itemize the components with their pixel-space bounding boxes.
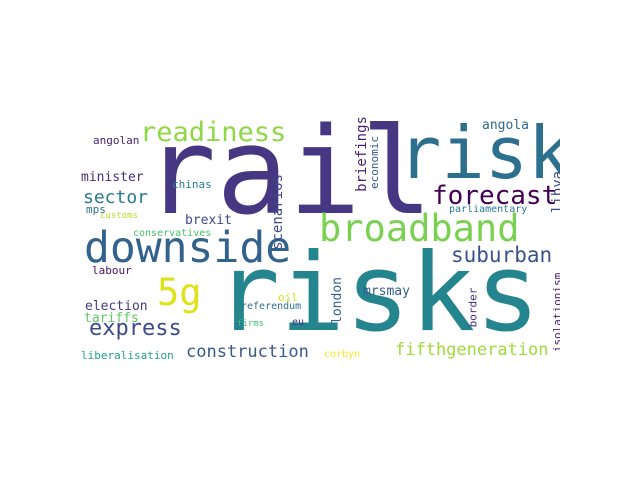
word-risks: risks — [215, 231, 541, 356]
word-downside: downside — [84, 223, 292, 273]
word-corbyn: corbyn — [324, 349, 361, 360]
word-parliamentary: parliamentary — [449, 204, 528, 215]
word-risk: risk — [398, 117, 560, 195]
word-suburban: suburban — [451, 243, 553, 267]
word-isolationism: isolationism — [551, 272, 560, 353]
word-scenarios: scenarios — [269, 174, 286, 250]
word-construction: construction — [186, 342, 309, 362]
word-fifthgeneration: fifthgeneration — [395, 340, 549, 360]
word-mrsmay: mrsmay — [363, 284, 410, 299]
word-london: london — [329, 277, 345, 324]
word-rail: rail — [144, 117, 433, 242]
word-liberalisation: liberalisation — [81, 349, 174, 362]
word-election: election — [85, 299, 148, 314]
word-brexit: brexit — [185, 213, 232, 228]
word-libya: libya — [550, 170, 560, 214]
word-readiness: readiness — [140, 117, 287, 148]
word-chinas: chinas — [172, 178, 212, 191]
word-cloud: rail risks risk downside broadband readi… — [80, 117, 560, 363]
word-sector: sector — [83, 187, 149, 208]
word-angolan: angolan — [93, 134, 140, 147]
word-minister: minister — [81, 170, 144, 185]
word-angola: angola — [482, 118, 529, 133]
word-forecast: forecast — [432, 181, 558, 211]
word-mps: mps — [86, 203, 106, 216]
word-referendum: referendum — [241, 301, 302, 312]
word-express: express — [89, 316, 182, 341]
word-labour: labour — [92, 264, 132, 277]
word-conservatives: conservatives — [133, 228, 212, 239]
word-eu: eu — [292, 317, 305, 328]
word-5g: 5g — [157, 271, 202, 314]
word-broadband: broadband — [319, 207, 520, 250]
word-oil: oil — [278, 291, 298, 304]
word-economic: economic — [367, 136, 381, 189]
word-border: border — [466, 287, 480, 328]
word-briefings: briefings — [353, 117, 370, 192]
word-customs: customs — [100, 211, 138, 221]
word-firms: firms — [237, 319, 265, 329]
word-tariffs: tariffs — [84, 311, 139, 326]
